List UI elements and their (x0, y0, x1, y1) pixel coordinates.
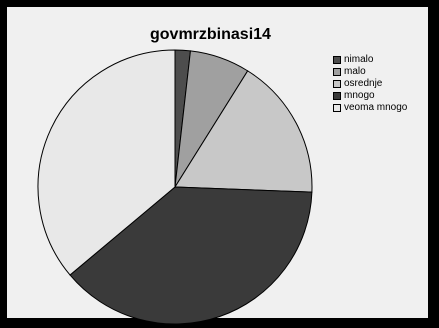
legend-label: mnogo (344, 90, 375, 101)
legend-swatch (333, 68, 341, 76)
pie-slice-mnogo (69, 186, 313, 325)
legend-label: veoma mnogo (344, 102, 408, 113)
legend-label: malo (344, 66, 366, 77)
legend-label: osrednje (344, 78, 383, 89)
legend-swatch (333, 80, 341, 88)
legend-item-nimalo: nimalo (333, 54, 407, 66)
legend-label: nimalo (344, 54, 374, 65)
legend-item-osrednje: osrednje (333, 78, 407, 90)
legend-item-veoma-mnogo: veoma mnogo (333, 102, 407, 114)
legend-swatch (333, 104, 341, 112)
legend-item-malo: malo (333, 66, 407, 78)
pie-slices (37, 49, 313, 325)
legend-item-mnogo: mnogo (333, 90, 407, 102)
chart-title: govmrzbinasi14 (150, 26, 271, 43)
pie-slice-veoma-mnogo (37, 49, 176, 276)
legend: nimalo malo osrednje mnogo veoma mnogo (333, 54, 407, 114)
legend-swatch (333, 56, 341, 64)
legend-swatch (333, 92, 341, 100)
pie-slice-osrednje (174, 70, 313, 193)
